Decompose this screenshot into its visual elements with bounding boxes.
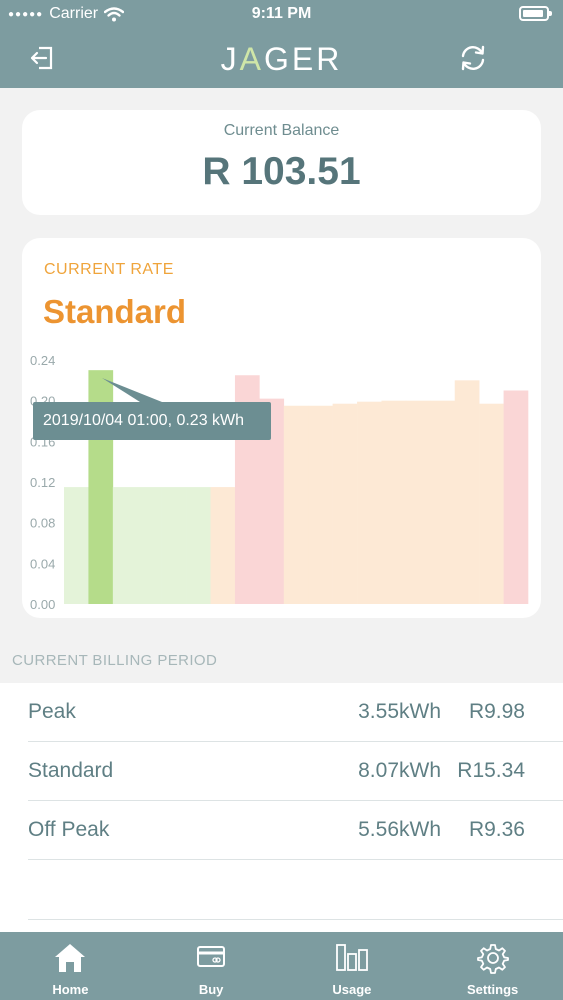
- chart-bar[interactable]: [479, 403, 504, 604]
- chart-bar[interactable]: [332, 403, 358, 604]
- rate-value: Standard: [43, 293, 187, 330]
- chart-bar[interactable]: [283, 405, 309, 604]
- billing-row-peak[interactable]: Peak 3.55kWh R9.98: [28, 683, 563, 742]
- tab-buy[interactable]: Buy: [141, 932, 282, 1000]
- chart-bar[interactable]: [357, 401, 382, 604]
- billing-row-standard[interactable]: Standard 8.07kWh R15.34: [28, 742, 563, 801]
- billing-header: CURRENT BILLING PERIOD: [12, 652, 218, 669]
- balance-label: Current Balance: [223, 122, 340, 139]
- billing-cost: R15.34: [457, 759, 525, 782]
- rate-label: CURRENT RATE: [44, 261, 174, 278]
- status-left: ●●●●● Carrier: [8, 5, 125, 23]
- logo-part-right: GER: [264, 41, 343, 77]
- chart-bar[interactable]: [405, 400, 431, 604]
- tooltip-pointer: [102, 378, 162, 402]
- chart-bar[interactable]: [210, 487, 236, 604]
- billing-kwh: 8.07kWh: [358, 759, 441, 782]
- tab-label: Buy: [198, 982, 224, 997]
- y-tick-label: 0.00: [30, 597, 55, 612]
- billing-label: Off Peak: [28, 818, 110, 841]
- home-icon: [55, 944, 86, 972]
- billing-label: Peak: [28, 700, 76, 723]
- tab-bar: Home Buy Usage: [0, 932, 563, 1000]
- billing-kwh: 5.56kWh: [358, 818, 441, 841]
- logout-button[interactable]: [22, 38, 62, 78]
- signal-icon: ●●●●●: [8, 8, 44, 20]
- chart-bar[interactable]: [161, 487, 187, 604]
- list-divider: [28, 919, 563, 920]
- status-bar: ●●●●● Carrier 9:11 PM: [0, 0, 563, 28]
- chart-bar[interactable]: [308, 405, 333, 604]
- billing-label: Standard: [28, 759, 114, 782]
- y-tick-label: 0.12: [30, 475, 55, 490]
- chart-bar[interactable]: [112, 487, 138, 604]
- tab-settings[interactable]: Settings: [422, 932, 563, 1000]
- chart-bar[interactable]: [381, 400, 407, 604]
- nav-bar: JAGER: [0, 28, 563, 88]
- chart-bar[interactable]: [430, 400, 456, 604]
- logo-part-accent: A: [239, 41, 264, 77]
- chart-bar[interactable]: [137, 487, 162, 604]
- status-time: 9:11 PM: [251, 5, 312, 22]
- carrier-label: Carrier: [49, 5, 99, 22]
- bar-chart-icon: [335, 944, 368, 971]
- chart-bar[interactable]: [454, 380, 480, 604]
- app-logo: JAGER: [0, 41, 563, 78]
- y-tick-label: 0.08: [30, 516, 55, 531]
- battery-icon: [519, 6, 552, 21]
- balance-value: R 103.51: [202, 150, 361, 193]
- tab-label: Settings: [466, 982, 519, 997]
- chart-tooltip: 2019/10/04 01:00, 0.23 kWh: [33, 402, 271, 440]
- balance-card: Current Balance R 103.51: [22, 110, 541, 215]
- tab-label: Usage: [332, 982, 372, 997]
- billing-list: Peak 3.55kWh R9.98 Standard 8.07kWh R15.…: [0, 683, 563, 933]
- y-tick-label: 0.04: [30, 556, 55, 571]
- refresh-button[interactable]: [453, 38, 493, 78]
- gear-icon: [476, 944, 509, 974]
- billing-cost: R9.98: [468, 700, 525, 723]
- tab-home[interactable]: Home: [0, 932, 141, 1000]
- y-tick-label: 0.24: [30, 353, 55, 368]
- tab-label: Home: [52, 982, 89, 997]
- logout-icon: [30, 46, 53, 70]
- card-icon: [197, 946, 226, 967]
- usage-chart[interactable]: 0.000.040.080.120.160.200.24: [22, 238, 541, 618]
- refresh-icon: [461, 45, 485, 71]
- billing-row-off-peak[interactable]: Off Peak 5.56kWh R9.36: [28, 801, 563, 860]
- chart-bar[interactable]: [64, 487, 89, 604]
- billing-cost: R9.36: [468, 818, 525, 841]
- chart-bar[interactable]: [186, 487, 211, 604]
- billing-kwh: 3.55kWh: [358, 700, 441, 723]
- tab-usage[interactable]: Usage: [282, 932, 423, 1000]
- wifi-icon: [104, 6, 125, 21]
- logo-part-left: J: [220, 41, 240, 77]
- chart-bar[interactable]: [503, 390, 529, 605]
